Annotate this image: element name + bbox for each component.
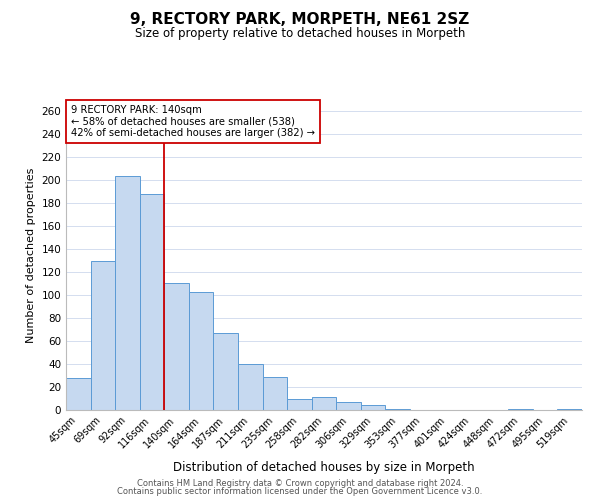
X-axis label: Distribution of detached houses by size in Morpeth: Distribution of detached houses by size …	[173, 461, 475, 474]
Bar	[263, 376, 287, 410]
Bar	[557, 409, 582, 410]
Y-axis label: Number of detached properties: Number of detached properties	[26, 168, 36, 342]
Text: 9 RECTORY PARK: 140sqm
← 58% of detached houses are smaller (538)
42% of semi-de: 9 RECTORY PARK: 140sqm ← 58% of detached…	[71, 104, 315, 138]
Text: 9, RECTORY PARK, MORPETH, NE61 2SZ: 9, RECTORY PARK, MORPETH, NE61 2SZ	[130, 12, 470, 28]
Bar	[189, 292, 214, 410]
Bar	[164, 282, 189, 410]
Bar	[115, 176, 140, 410]
Bar	[508, 409, 533, 410]
Bar	[91, 260, 115, 410]
Bar	[238, 364, 263, 410]
Bar	[66, 378, 91, 410]
Bar	[287, 398, 312, 410]
Bar	[312, 398, 336, 410]
Bar	[140, 194, 164, 410]
Text: Contains HM Land Registry data © Crown copyright and database right 2024.: Contains HM Land Registry data © Crown c…	[137, 478, 463, 488]
Text: Contains public sector information licensed under the Open Government Licence v3: Contains public sector information licen…	[118, 487, 482, 496]
Bar	[385, 409, 410, 410]
Bar	[214, 333, 238, 410]
Bar	[336, 402, 361, 410]
Text: Size of property relative to detached houses in Morpeth: Size of property relative to detached ho…	[135, 28, 465, 40]
Bar	[361, 406, 385, 410]
